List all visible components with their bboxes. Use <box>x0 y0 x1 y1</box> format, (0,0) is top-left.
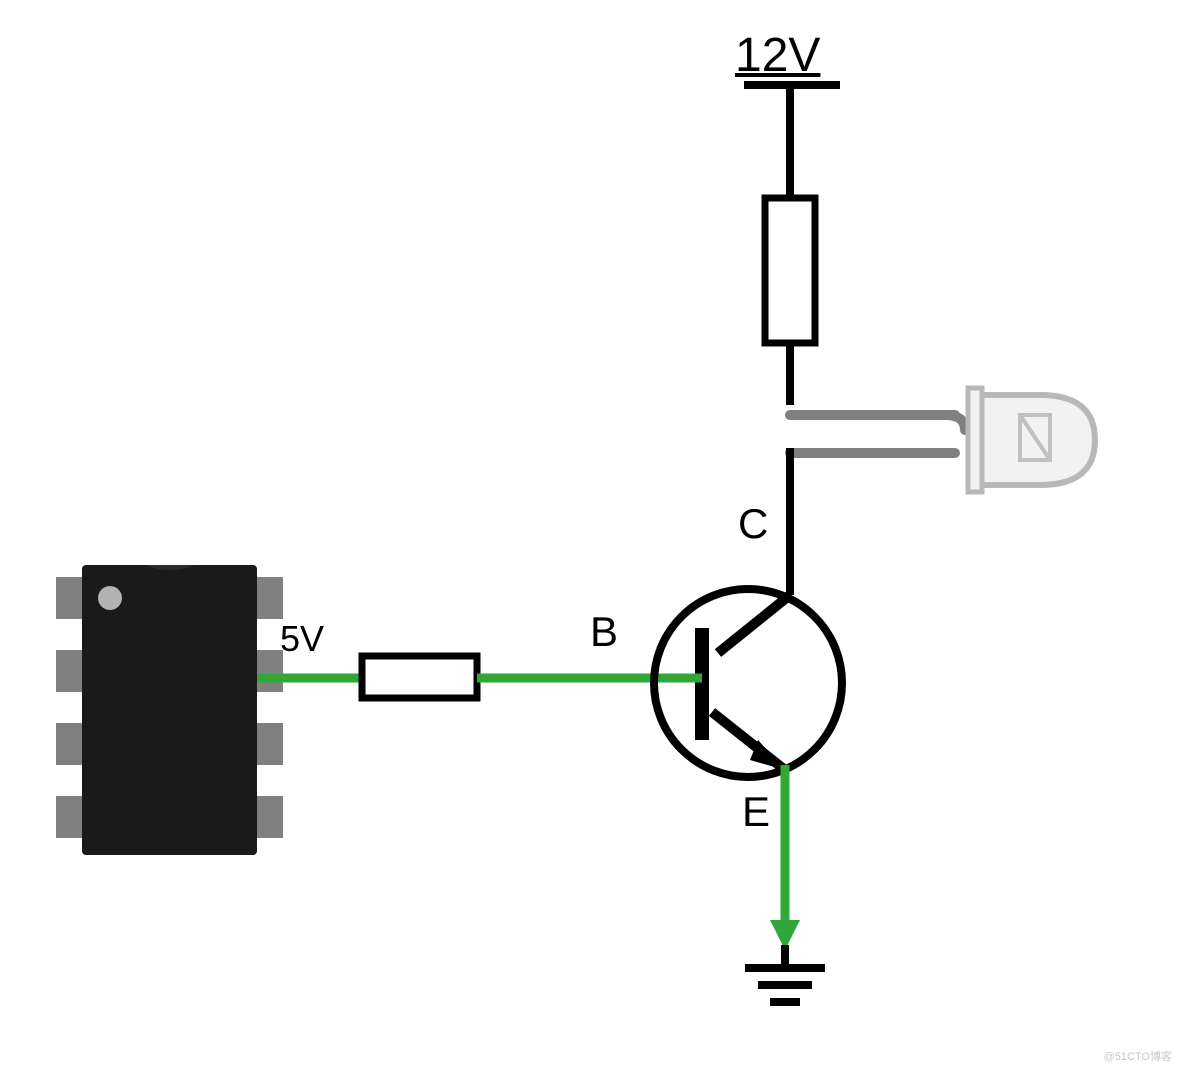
circuit-diagram <box>0 0 1184 1074</box>
label-collector: C <box>738 500 768 548</box>
label-supply-voltage: 12V <box>735 28 820 83</box>
ground-symbol <box>745 945 825 1002</box>
led-lead-bend <box>945 415 965 430</box>
led-component <box>968 388 1095 492</box>
transistor-npn <box>654 589 842 777</box>
label-emitter: E <box>742 788 770 836</box>
resistor-base <box>362 656 477 698</box>
label-mcu-voltage: 5V <box>280 618 324 660</box>
label-base: B <box>590 608 618 656</box>
resistor-collector <box>765 198 815 343</box>
watermark: @51CTO博客 <box>1104 1048 1172 1064</box>
ic-chip <box>56 565 283 855</box>
